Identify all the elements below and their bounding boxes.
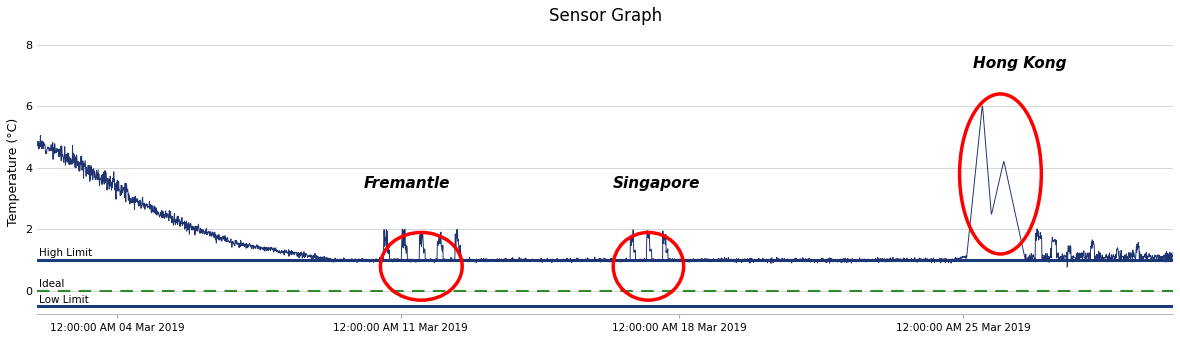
Y-axis label: Temperature (°C): Temperature (°C) (7, 118, 20, 226)
Text: High Limit: High Limit (39, 248, 92, 258)
Text: Singapore: Singapore (612, 176, 700, 191)
Title: Sensor Graph: Sensor Graph (549, 7, 662, 25)
Text: Low Limit: Low Limit (39, 295, 88, 305)
Text: Fremantle: Fremantle (363, 176, 450, 191)
Text: Ideal: Ideal (39, 279, 64, 289)
Text: Hong Kong: Hong Kong (974, 56, 1067, 71)
